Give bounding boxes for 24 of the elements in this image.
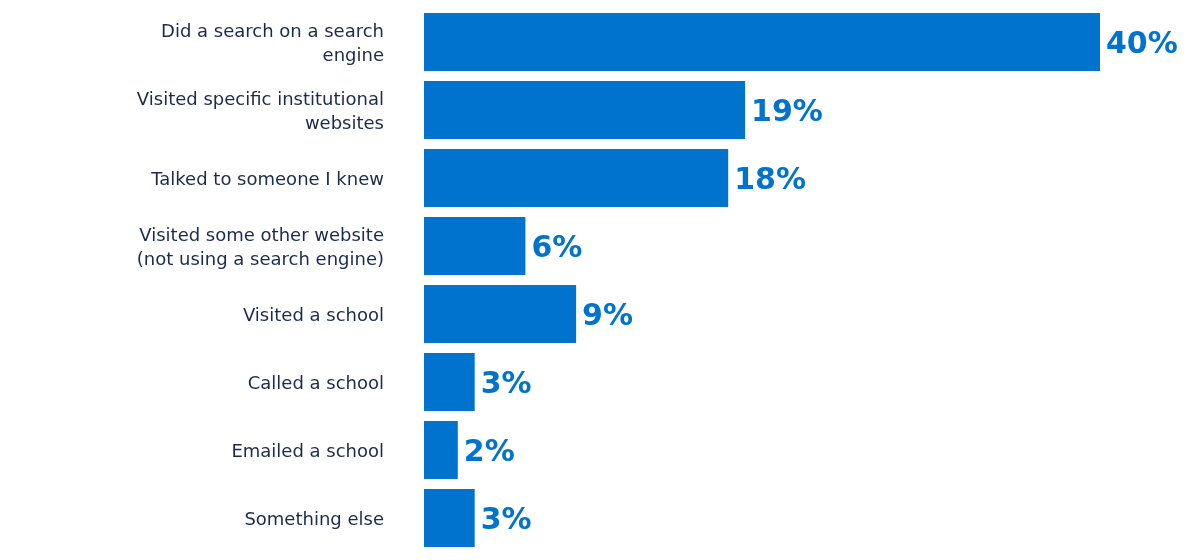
- bar: [424, 81, 746, 139]
- data-label: 6%: [531, 228, 583, 264]
- y-tick-label: Something else: [244, 507, 384, 529]
- bar: [424, 421, 458, 479]
- data-label: 40%: [1106, 24, 1178, 60]
- data-label: 3%: [480, 364, 532, 400]
- bar: [424, 149, 729, 207]
- y-tick-label: Visited a school: [242, 303, 384, 325]
- data-label: 3%: [480, 500, 532, 536]
- y-tick-label: Visited specific institutional websites: [136, 87, 384, 133]
- bar: [424, 285, 577, 343]
- bar: [424, 489, 475, 547]
- bar: [424, 13, 1100, 71]
- bar: [424, 217, 526, 275]
- data-label: 2%: [463, 432, 515, 468]
- data-label: 19%: [751, 92, 823, 128]
- data-label: 9%: [582, 296, 634, 332]
- bar: [424, 353, 475, 411]
- y-tick-label: Emailed a school: [231, 439, 384, 461]
- y-tick-label: Called a school: [247, 371, 384, 393]
- y-tick-label: Visited some other website (not using a search engine): [136, 223, 384, 269]
- y-tick-label: Did a search on a search engine: [161, 19, 384, 65]
- y-tick-label: Talked to someone I knew: [150, 167, 384, 189]
- data-label: 18%: [734, 160, 807, 196]
